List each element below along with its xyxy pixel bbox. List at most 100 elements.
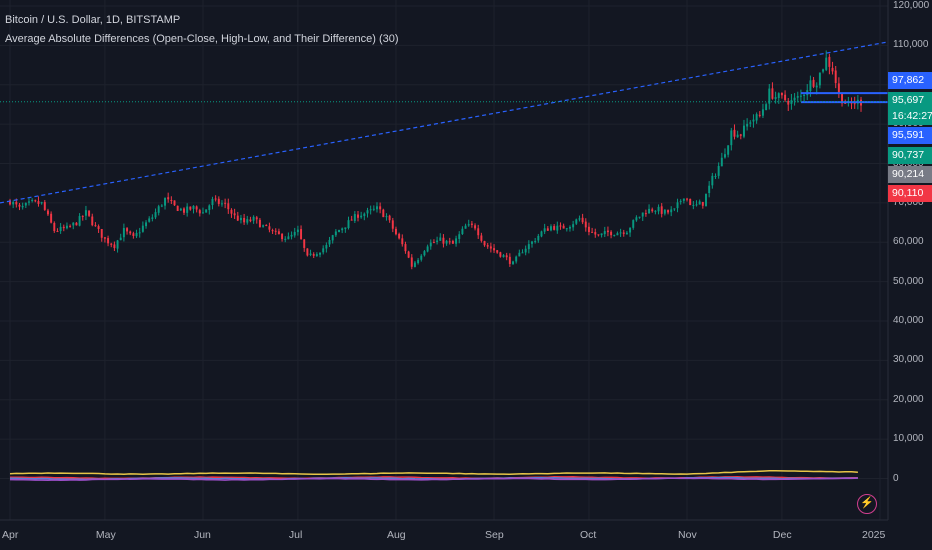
candle-body — [290, 234, 293, 237]
candle-body — [527, 244, 530, 250]
candle-body — [553, 226, 556, 230]
candle-body — [404, 244, 407, 252]
candle-body — [470, 223, 473, 225]
candle-body — [619, 232, 622, 234]
candle-body — [391, 220, 394, 229]
candle-body — [46, 210, 49, 215]
candle-body — [160, 205, 163, 207]
candle-body — [436, 240, 439, 242]
candle-body — [113, 244, 116, 249]
candle-body — [252, 216, 255, 221]
candle-body — [524, 248, 527, 253]
candle-body — [724, 154, 726, 158]
candle-body — [648, 208, 651, 214]
candle-body — [183, 208, 185, 213]
candle-body — [667, 210, 670, 213]
candle-body — [771, 88, 774, 99]
symbol-title[interactable]: Bitcoin / U.S. Dollar, 1D, BITSTAMP — [5, 14, 181, 26]
candle-body — [625, 232, 628, 235]
candle-body — [186, 206, 189, 213]
candle-body — [499, 252, 502, 257]
candle-body — [799, 95, 802, 97]
candle-body — [622, 232, 625, 234]
candle-body — [749, 122, 752, 124]
candle-body — [78, 216, 81, 226]
candle-body — [578, 218, 581, 220]
candle-body — [420, 255, 423, 260]
oscillator-pane — [9, 469, 858, 482]
candle-body — [224, 202, 227, 204]
candle-body — [474, 225, 477, 229]
indicator-title[interactable]: Average Absolute Differences (Open-Close… — [5, 33, 399, 45]
candle-body — [784, 94, 787, 101]
candle-body — [837, 83, 840, 93]
candle-body — [59, 226, 62, 232]
candle-body — [489, 246, 492, 249]
price-badge: 95,697 — [888, 92, 932, 109]
candle-body — [752, 119, 755, 122]
candle-body — [518, 252, 521, 257]
candle-body — [382, 209, 385, 218]
candle-body — [581, 217, 584, 223]
price-tick-label: 30,000 — [893, 354, 924, 366]
candle-body — [629, 227, 632, 233]
oscillator-line — [9, 469, 858, 476]
candle-body — [164, 197, 166, 206]
candle-body — [458, 234, 461, 239]
candle-body — [34, 200, 37, 202]
candle-body — [796, 96, 799, 98]
candle-body — [217, 198, 220, 204]
candle-body — [211, 198, 214, 206]
candle-body — [287, 236, 290, 240]
candle-body — [192, 205, 195, 209]
candle-body — [141, 225, 144, 232]
candle-body — [480, 235, 483, 241]
candle-body — [179, 208, 182, 211]
candle-body — [467, 224, 470, 226]
candle-body — [24, 202, 27, 206]
candle-body — [312, 254, 315, 256]
candle-body — [534, 241, 537, 243]
price-tick-label: 40,000 — [893, 315, 924, 326]
candle-body — [559, 225, 562, 227]
candle-body — [423, 251, 426, 256]
candle-body — [344, 227, 347, 230]
candle-body — [293, 231, 296, 236]
candle-body — [730, 130, 733, 146]
price-badge: 97,862 — [888, 72, 932, 89]
candle-body — [262, 225, 265, 227]
candle-body — [369, 209, 372, 211]
time-tick-label: Jun — [193, 529, 211, 541]
candle-body — [502, 255, 505, 258]
candle-body — [265, 225, 268, 227]
candle-body — [363, 213, 366, 216]
lightning-icon[interactable]: ⚡ — [857, 494, 877, 514]
candle-body — [531, 241, 533, 244]
candle-body — [635, 217, 638, 221]
candle-body — [220, 203, 223, 205]
candle-body — [638, 216, 641, 218]
candle-body — [594, 232, 597, 235]
candle-body — [818, 72, 821, 86]
candle-body — [426, 246, 429, 252]
candle-body — [483, 241, 486, 246]
candle-body — [88, 210, 91, 216]
candle-body — [97, 226, 100, 229]
candle-body — [521, 252, 524, 254]
candle-body — [550, 226, 552, 231]
candle-body — [65, 225, 68, 229]
candle-body — [739, 134, 742, 136]
candle-body — [81, 215, 84, 217]
price-tick-label: 60,000 — [893, 236, 924, 248]
candle-body — [303, 239, 306, 248]
candle-body — [803, 94, 806, 96]
candle-body — [122, 228, 125, 238]
candle-body — [689, 198, 692, 206]
candle-body — [657, 206, 660, 212]
candle-body — [94, 225, 97, 227]
candle-body — [777, 93, 780, 98]
candle-body — [401, 238, 404, 245]
candle-body — [328, 239, 331, 245]
candle-body — [249, 219, 252, 222]
